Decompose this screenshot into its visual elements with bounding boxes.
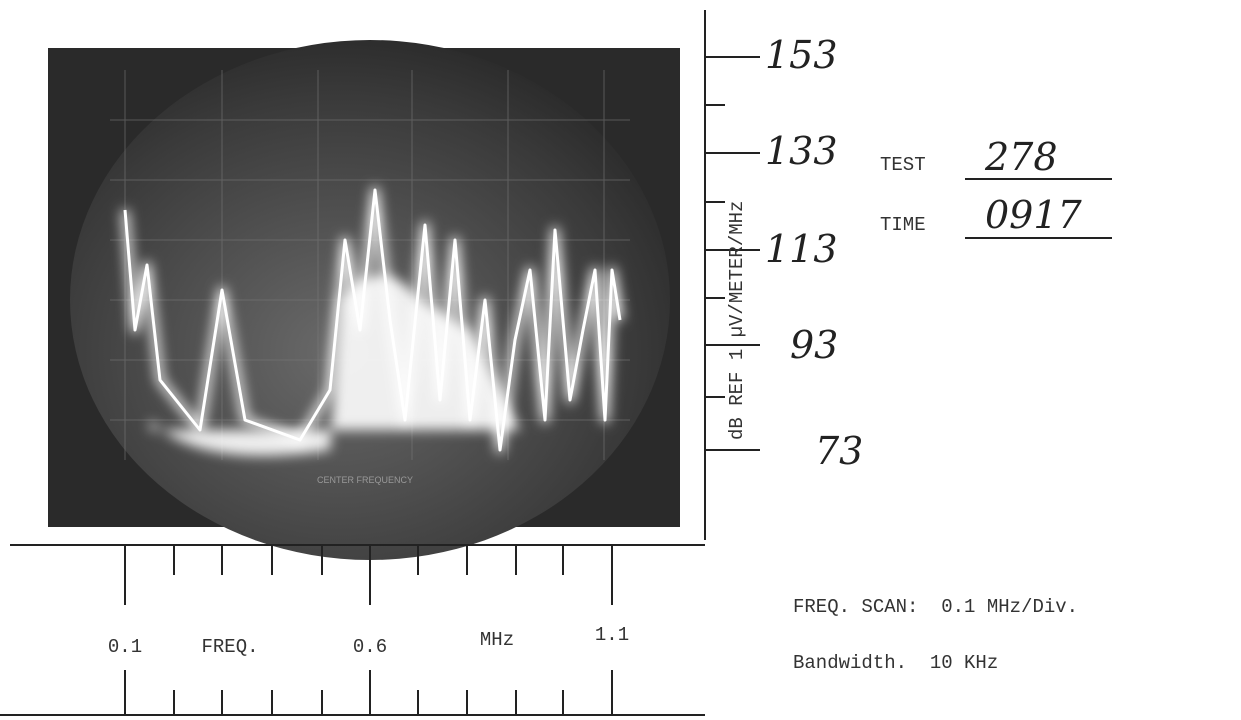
y-tick-label: 153 [765, 33, 838, 77]
y-axis: dB REF 1 µV/METER/MHz 153 133 113 93 73 [704, 10, 863, 540]
x-label: 0.6 [353, 636, 387, 658]
x-axis: 0.1 FREQ. 0.6 MHz 1.1 [0, 544, 705, 716]
time-label: TIME [880, 214, 926, 236]
x-label: FREQ. [201, 636, 258, 658]
y-tick-label: 133 [765, 129, 838, 173]
x-label: 1.1 [595, 624, 629, 646]
y-tick-label: 113 [765, 227, 838, 271]
scope-photo: CENTER FREQUENCY [48, 40, 680, 560]
photo-caption: CENTER FREQUENCY [317, 475, 413, 485]
test-label: TEST [880, 154, 926, 176]
test-info: TEST 278 TIME 0917 [880, 135, 1112, 239]
y-axis-label: dB REF 1 µV/METER/MHz [726, 201, 748, 440]
x-label: 0.1 [108, 636, 142, 658]
y-tick-label: 93 [790, 323, 838, 367]
time-value: 0917 [985, 193, 1083, 237]
note: FREQ. SCAN: 0.1 MHz/Div. [793, 596, 1078, 618]
y-tick-label: 73 [815, 429, 863, 473]
test-value: 278 [984, 135, 1058, 179]
note: Bandwidth. 10 KHz [793, 652, 998, 674]
x-label: MHz [480, 629, 514, 651]
